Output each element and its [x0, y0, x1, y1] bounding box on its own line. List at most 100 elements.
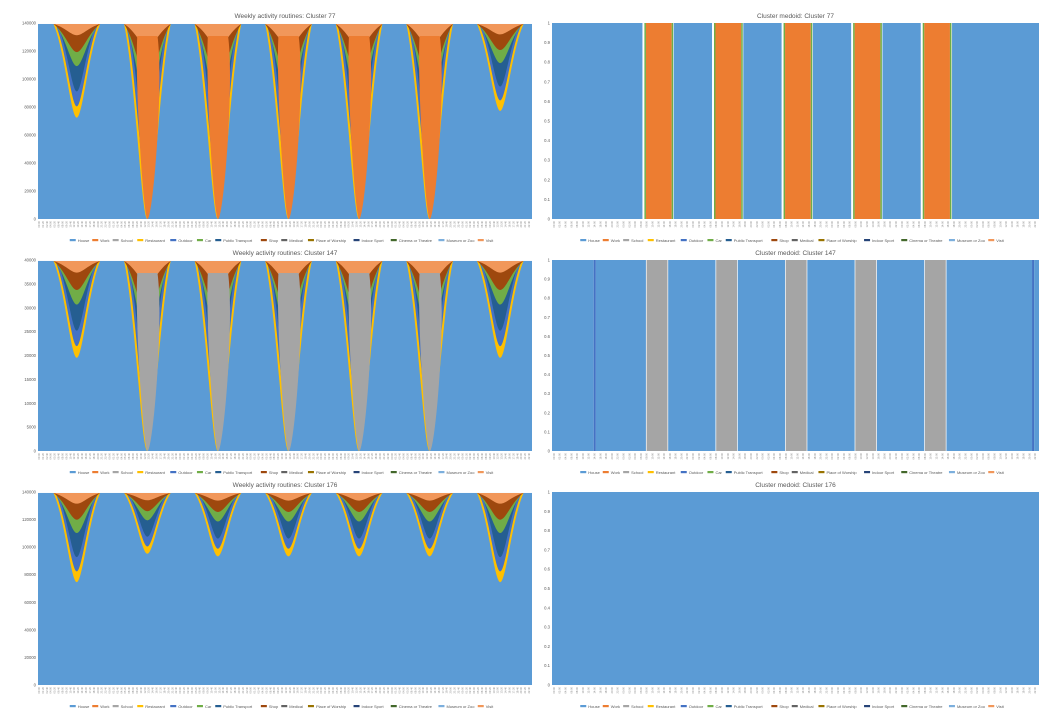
y-tick-label: 40000	[24, 258, 36, 263]
series-school-area	[348, 272, 372, 451]
legend-label: School	[631, 704, 643, 709]
legend-swatch-work	[92, 471, 99, 474]
x-tick-label: 12:00	[795, 686, 799, 693]
segment-house	[876, 260, 925, 451]
series-work-area	[277, 35, 301, 220]
legend-label: Cinema or Theatre	[399, 470, 433, 475]
legend-label: Shop	[779, 238, 789, 243]
legend-label: Restaurant	[656, 238, 676, 243]
x-tick-label: 06:00	[987, 452, 991, 459]
x-tick-label: 02:00	[975, 686, 979, 693]
x-tick-label: 22:40	[245, 686, 249, 693]
x-tick-label: 02:00	[975, 220, 979, 227]
x-tick-label: 10:00	[790, 452, 794, 459]
x-tick-label: 22:00	[964, 220, 968, 227]
x-tick-label: 12:00	[355, 686, 359, 693]
x-tick-label: 12:00	[143, 686, 147, 693]
x-tick-label: 10:00	[929, 452, 933, 459]
series-shop-area	[406, 492, 453, 512]
x-tick-label: 02:00	[766, 686, 770, 693]
x-tick-label: 04:00	[402, 452, 406, 459]
legend-swatch-museum-or-zoo	[948, 471, 955, 474]
legend-swatch-cinema-or-theatre	[901, 705, 908, 708]
legend-label: School	[631, 238, 643, 243]
x-tick-label: 12:00	[865, 686, 869, 693]
series-work-area	[136, 35, 160, 220]
x-tick-label: 18:00	[743, 686, 747, 693]
x-tick-label: 16:00	[225, 220, 229, 227]
x-tick-label: 22:00	[1033, 452, 1037, 459]
x-tick-label: 20:00	[1027, 452, 1031, 459]
x-tick-label: 13:20	[358, 452, 362, 459]
x-tick-label: 00:00	[249, 452, 253, 459]
x-tick-label: 06:40	[339, 220, 343, 227]
x-tick-label: 09:20	[64, 452, 68, 459]
legend-label: Outdoor	[178, 704, 193, 709]
x-tick-label: 17:20	[229, 220, 233, 227]
x-tick-label: 06:00	[987, 686, 991, 693]
legend-label: Museum or Zoo	[957, 470, 986, 475]
x-tick-label: 21:20	[382, 220, 386, 227]
x-tick-label: 22:00	[755, 452, 759, 459]
x-tick-label: 12:00	[143, 452, 147, 459]
segment-school	[646, 260, 668, 451]
legend-label: Visit	[996, 470, 1004, 475]
x-tick-label: 12:00	[726, 686, 730, 693]
legend-swatch-medical	[791, 239, 798, 242]
segment-school	[785, 260, 807, 451]
y-tick-label: 0	[34, 217, 37, 222]
x-tick-label: 14:40	[362, 686, 366, 693]
x-tick-label: 00:00	[830, 220, 834, 227]
legend-swatch-museum-or-zoo	[438, 705, 445, 708]
x-tick-label: 10:00	[720, 686, 724, 693]
legend-swatch-outdoor	[170, 471, 177, 474]
legend-swatch-medical	[791, 471, 798, 474]
legend-label: Indoor Sport	[362, 470, 385, 475]
x-tick-label: 14:40	[80, 452, 84, 459]
x-tick-label: 12:00	[935, 220, 939, 227]
x-tick-label: 16:00	[225, 452, 229, 459]
x-tick-label: 00:00	[37, 220, 41, 227]
x-tick-label: 06:00	[848, 220, 852, 227]
x-tick-label: 02:00	[836, 220, 840, 227]
x-tick-label: 10:40	[280, 220, 284, 227]
legend-label: Museum or Zoo	[957, 704, 986, 709]
x-tick-label: 04:00	[772, 686, 776, 693]
legend-swatch-outdoor	[170, 705, 177, 708]
segment-school	[924, 260, 946, 451]
x-tick-label: 16:00	[946, 686, 950, 693]
legend-label: Indoor Sport	[872, 470, 895, 475]
legend-label: Public Transport	[734, 470, 764, 475]
x-tick-label: 22:00	[824, 686, 828, 693]
x-tick-label: 16:00	[155, 452, 159, 459]
legend-swatch-restaurant	[647, 239, 654, 242]
legend-label: Work	[100, 704, 109, 709]
x-tick-label: 18:00	[674, 452, 678, 459]
x-tick-label: 22:40	[174, 452, 178, 459]
y-tick-label: 0.1	[544, 197, 550, 202]
x-tick-label: 10:40	[351, 220, 355, 227]
x-tick-label: 01:20	[464, 452, 468, 459]
y-tick-label: 0.6	[544, 334, 550, 339]
x-tick-label: 20:00	[96, 220, 100, 227]
x-tick-label: 12:00	[726, 220, 730, 227]
x-tick-label: 00:00	[900, 686, 904, 693]
legend-label: Outdoor	[689, 238, 704, 243]
x-tick-label: 06:40	[339, 686, 343, 693]
x-tick-label: 14:40	[504, 220, 508, 227]
x-tick-label: 10:40	[492, 686, 496, 693]
x-tick-label: 14:40	[80, 220, 84, 227]
x-tick-label: 09:20	[488, 686, 492, 693]
x-tick-label: 00:00	[108, 220, 112, 227]
legend-swatch-car	[196, 705, 203, 708]
x-tick-label: 09:20	[206, 686, 210, 693]
y-tick-label: 0.7	[544, 79, 550, 84]
legend-label: Place of Worship	[826, 470, 857, 475]
segment-house	[595, 260, 646, 451]
x-tick-label: 08:00	[131, 452, 135, 459]
series-shop-area	[124, 492, 171, 512]
y-tick-label: 0	[34, 449, 37, 454]
y-tick-label: 25000	[24, 329, 36, 334]
x-tick-label: 21:20	[453, 686, 457, 693]
x-tick-label: 17:20	[88, 220, 92, 227]
